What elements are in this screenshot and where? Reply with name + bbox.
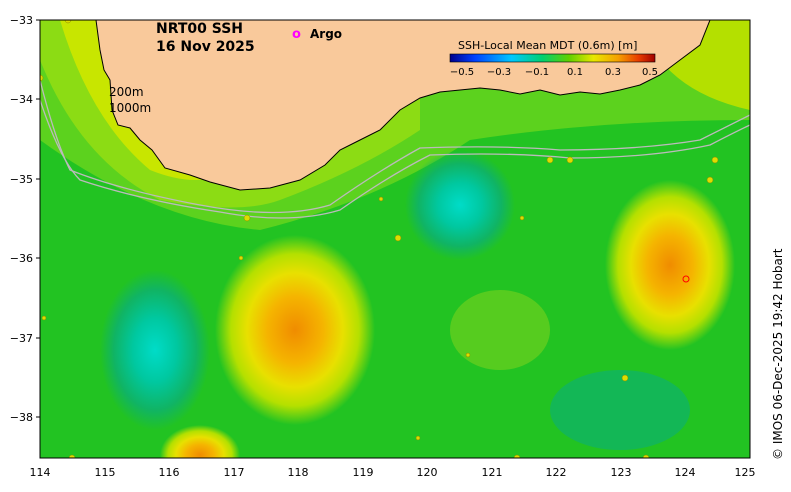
argo-floats bbox=[40, 20, 719, 458]
isobath-label-200m: 200m bbox=[109, 85, 144, 99]
plot-frame bbox=[39, 19, 751, 459]
cold-eddy-west bbox=[100, 270, 210, 430]
y-tick-label: −34 bbox=[10, 93, 33, 106]
argo-float-highlight bbox=[682, 275, 690, 283]
cold-eddy-south bbox=[550, 370, 690, 450]
argo-legend-marker: o bbox=[292, 27, 301, 42]
isobath-label-1000m: 1000m bbox=[109, 101, 151, 115]
colorbar-tick: 0.5 bbox=[642, 67, 658, 78]
x-tick-label: 115 bbox=[95, 466, 116, 479]
x-tick-label: 121 bbox=[482, 466, 503, 479]
colorbar-tick: 0.1 bbox=[567, 67, 583, 78]
map-date: 16 Nov 2025 bbox=[156, 39, 255, 55]
x-tick-label: 119 bbox=[353, 466, 374, 479]
land-australia bbox=[95, 20, 711, 191]
warm-eddy-east bbox=[605, 180, 735, 350]
isobath-1000m bbox=[40, 99, 750, 219]
x-tick-label: 114 bbox=[30, 466, 51, 479]
map-title: NRT00 SSH bbox=[156, 21, 243, 37]
y-tick-label: −37 bbox=[10, 332, 33, 345]
isobath-200m bbox=[40, 79, 750, 214]
x-tick-label: 124 bbox=[675, 466, 696, 479]
y-tick-label: −35 bbox=[10, 173, 33, 186]
colorbar-gradient bbox=[449, 53, 656, 63]
x-tick-label: 120 bbox=[417, 466, 438, 479]
y-tick-label: −36 bbox=[10, 252, 33, 265]
y-tick-label: −33 bbox=[10, 14, 33, 27]
x-tick-label: 122 bbox=[546, 466, 567, 479]
minor-high-central bbox=[450, 290, 550, 370]
plot-area bbox=[40, 20, 750, 458]
colorbar-tick: 0.3 bbox=[605, 67, 621, 78]
x-tick-label: 125 bbox=[735, 466, 756, 479]
x-tick-label: 123 bbox=[611, 466, 632, 479]
colorbar-tick: −0.5 bbox=[450, 67, 474, 78]
argo-legend-label: Argo bbox=[310, 27, 342, 41]
x-tick-label: 118 bbox=[288, 466, 309, 479]
y-axis: −33 −34 −35 −36 −37 −38 bbox=[10, 14, 40, 424]
x-tick-label: 117 bbox=[224, 466, 245, 479]
cold-eddy-central bbox=[405, 150, 515, 260]
warm-eddy-west bbox=[215, 235, 375, 425]
warm-eddy-south bbox=[160, 425, 240, 458]
colorbar-tick: −0.3 bbox=[487, 67, 511, 78]
x-tick-label: 116 bbox=[159, 466, 180, 479]
y-tick-label: −38 bbox=[10, 411, 33, 424]
colorbar-title: SSH-Local Mean MDT (0.6m) [m] bbox=[458, 39, 637, 52]
x-axis: 114 115 116 117 118 119 120 121 122 123 … bbox=[30, 466, 756, 479]
colorbar-tick: −0.1 bbox=[525, 67, 549, 78]
colorbar: SSH-Local Mean MDT (0.6m) [m] −0.5 −0.3 … bbox=[449, 39, 658, 78]
credit-label: © IMOS 06-Dec-2025 19:42 Hobart bbox=[771, 248, 785, 460]
